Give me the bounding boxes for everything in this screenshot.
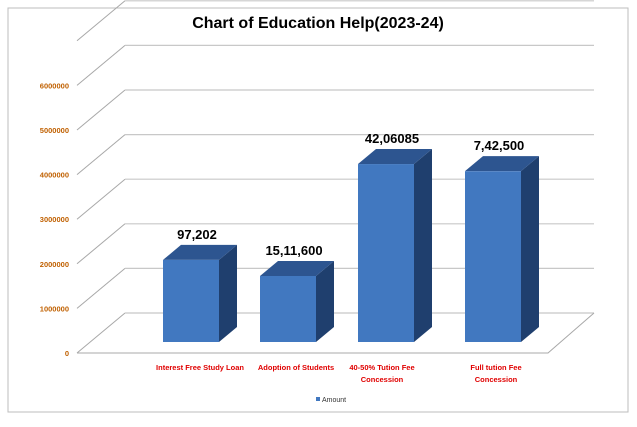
y-tick-label: 4000000 — [40, 171, 69, 180]
bar — [465, 156, 539, 342]
bar — [358, 149, 432, 342]
chart-title: Chart of Education Help(2023-24) — [192, 15, 444, 32]
bar-front — [358, 164, 414, 342]
y-tick-label: 1000000 — [40, 304, 69, 313]
gridline-side — [76, 45, 126, 86]
bar-front — [465, 171, 521, 342]
bar-side — [521, 156, 539, 342]
y-tick-label: 0 — [65, 349, 69, 358]
bar-side — [219, 244, 237, 342]
data-label: 97,202 — [177, 227, 217, 242]
category-label: Concession — [475, 375, 518, 384]
y-tick-label: 5000000 — [40, 126, 69, 135]
bar-top — [465, 156, 539, 172]
gridline-side — [76, 89, 126, 131]
bar-top — [260, 260, 334, 276]
gridline-side — [76, 178, 126, 220]
floor-edge — [77, 312, 595, 354]
legend-label: Amount — [322, 397, 346, 404]
bar — [260, 260, 334, 342]
gridline-side — [76, 134, 126, 175]
data-label: 7,42,500 — [474, 138, 525, 153]
y-tick-label: 6000000 — [40, 81, 69, 90]
bar — [163, 244, 237, 342]
data-label: 15,11,600 — [265, 243, 322, 258]
category-label: 40-50% Tution Fee — [349, 363, 414, 372]
category-label: Adoption of Students — [258, 363, 334, 372]
bar-front — [260, 275, 316, 342]
bar-top — [358, 149, 432, 165]
legend-swatch — [316, 397, 320, 401]
bar-front — [163, 259, 219, 342]
data-label: 42,06085 — [365, 131, 419, 146]
gridline-side — [76, 223, 126, 265]
y-tick-label: 2000000 — [40, 260, 69, 269]
gridline-side — [76, 0, 126, 42]
gridline-side — [76, 268, 126, 309]
category-label: Interest Free Study Loan — [156, 363, 244, 372]
bar-side — [414, 149, 432, 342]
category-label: Concession — [361, 375, 404, 384]
gridline-side — [76, 312, 126, 354]
bar-side — [316, 260, 334, 342]
category-label: Full tution Fee — [470, 363, 521, 372]
bar-top — [163, 244, 237, 260]
legend: Amount — [316, 397, 346, 404]
y-tick-label: 3000000 — [40, 215, 69, 224]
